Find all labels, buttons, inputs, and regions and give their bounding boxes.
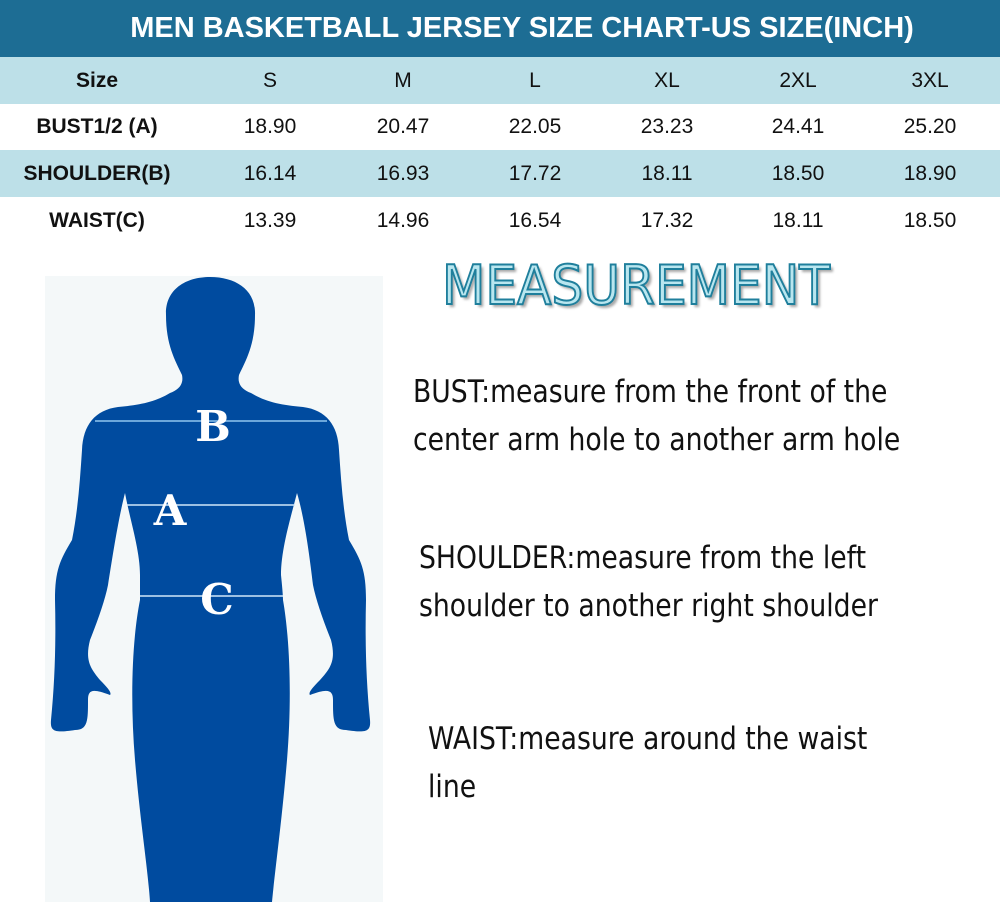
table-header-row: Size S M L XL 2XL 3XL <box>0 57 1000 104</box>
header-cell: L <box>529 69 541 92</box>
row-label: SHOULDER(B) <box>23 162 171 185</box>
table-row-waist: WAIST(C) 13.39 14.96 16.54 17.32 18.11 1… <box>0 197 1000 244</box>
table-cell: 18.50 <box>771 162 825 185</box>
bust-line-1: BUST:measure from the front of the <box>413 374 888 410</box>
bust-line-2: center arm hole to another arm hole <box>413 422 901 458</box>
table-cell: 18.11 <box>772 209 824 232</box>
table-cell: 23.23 <box>640 115 694 138</box>
table-cell: 13.39 <box>243 209 297 232</box>
table-cell: 17.72 <box>508 162 562 185</box>
label-c: C <box>200 575 233 624</box>
header-cell: M <box>394 69 412 92</box>
row-label: BUST1/2 (A) <box>36 115 158 138</box>
table-cell: 18.50 <box>903 209 957 232</box>
waist-line-1: WAIST:measure around the waist <box>428 721 868 757</box>
chart-title: MEN BASKETBALL JERSEY SIZE CHART-US SIZE… <box>0 0 1000 57</box>
table-cell: 22.05 <box>508 115 562 138</box>
header-cell: XL <box>654 69 680 92</box>
header-cell: 3XL <box>911 69 949 92</box>
table-row-shoulder: SHOULDER(B) 16.14 16.93 17.72 18.11 18.5… <box>0 150 1000 197</box>
table-cell: 18.11 <box>641 162 693 185</box>
table-cell: 16.93 <box>376 162 430 185</box>
shoulder-line-2: shoulder to another right shoulder <box>419 588 878 624</box>
header-cell: Size <box>75 69 119 92</box>
table-cell: 16.14 <box>243 162 297 185</box>
header-cell: S <box>262 69 277 92</box>
table-cell: 20.47 <box>376 115 430 138</box>
table-cell: 24.41 <box>771 115 825 138</box>
bust-description: BUST:measure from the front of the cente… <box>413 368 900 464</box>
table-cell: 18.90 <box>903 162 957 185</box>
waist-line-2: line <box>428 769 477 805</box>
body-silhouette <box>50 277 371 902</box>
measurement-heading: MEASUREMENT <box>441 253 831 318</box>
label-a: A <box>153 486 188 535</box>
table-cell: 16.54 <box>508 209 562 232</box>
row-label: WAIST(C) <box>49 209 145 232</box>
shoulder-line-1: SHOULDER:measure from the left <box>419 540 867 576</box>
table-cell: 18.90 <box>243 115 297 138</box>
header-cell: 2XL <box>779 69 817 92</box>
label-b: B <box>195 402 231 451</box>
table-cell: 14.96 <box>376 209 430 232</box>
table-row-bust: BUST1/2 (A) 18.90 20.47 22.05 23.23 24.4… <box>0 103 1000 150</box>
waist-description: WAIST:measure around the waist line <box>428 715 867 811</box>
shoulder-description: SHOULDER:measure from the left shoulder … <box>419 534 878 630</box>
table-cell: 25.20 <box>903 115 957 138</box>
table-cell: 17.32 <box>640 209 694 232</box>
